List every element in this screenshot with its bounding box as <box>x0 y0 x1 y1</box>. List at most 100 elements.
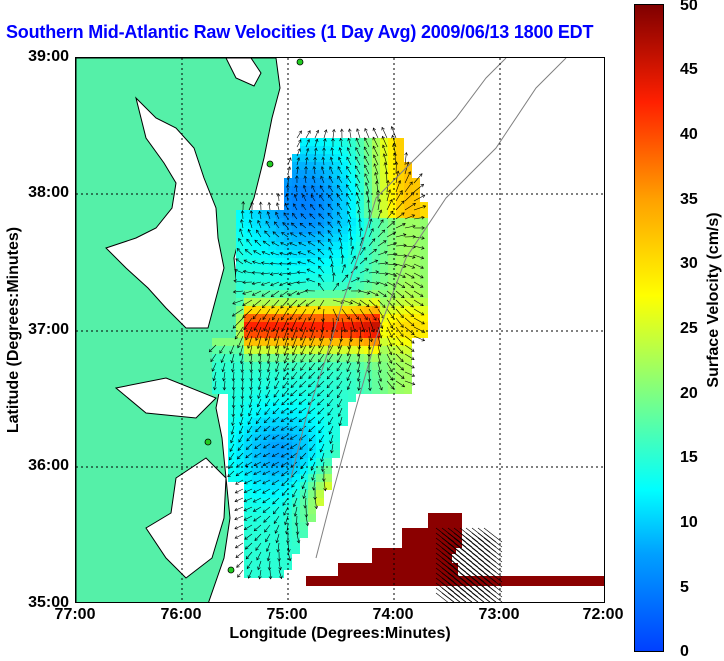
velocity-cell <box>316 498 324 506</box>
velocity-cell <box>252 306 260 314</box>
velocity-cell <box>332 290 340 298</box>
velocity-cell <box>268 234 276 242</box>
velocity-cell <box>236 274 244 282</box>
velocity-cell <box>332 410 340 418</box>
velocity-cell <box>316 242 324 250</box>
map-plot-area[interactable] <box>75 57 605 603</box>
velocity-cell <box>332 402 340 410</box>
map-title: Southern Mid-Atlantic Raw Velocities (1 … <box>6 22 593 43</box>
velocity-cell <box>332 378 340 386</box>
colorbar-tick-label: 20 <box>680 385 698 403</box>
velocity-cell <box>324 202 332 210</box>
velocity-cell <box>276 274 284 282</box>
velocity-cell <box>276 282 284 290</box>
velocity-cell <box>276 218 284 226</box>
velocity-cell <box>300 186 308 194</box>
velocity-cell <box>228 394 236 402</box>
velocity-cell <box>340 258 348 266</box>
velocity-cell <box>316 354 324 362</box>
velocity-cell <box>292 530 300 538</box>
velocity-cell <box>252 482 260 490</box>
velocity-cell <box>340 386 348 394</box>
velocity-cell <box>308 282 316 290</box>
velocity-cell <box>292 410 300 418</box>
velocity-cell <box>316 266 324 274</box>
velocity-cell <box>260 226 268 234</box>
velocity-cell <box>396 362 404 370</box>
velocity-arrow <box>436 593 454 603</box>
velocity-cell <box>276 490 284 498</box>
velocity-cell <box>388 234 396 242</box>
velocity-cell <box>300 234 308 242</box>
velocity-cell <box>228 442 236 450</box>
velocity-cell <box>388 314 396 322</box>
velocity-cell <box>332 178 340 186</box>
velocity-cell <box>276 402 284 410</box>
velocity-cell <box>268 410 276 418</box>
velocity-cell <box>380 378 388 386</box>
velocity-cell <box>316 218 324 226</box>
velocity-cell <box>300 450 308 458</box>
colorbar <box>634 4 664 652</box>
velocity-cell <box>380 218 388 226</box>
velocity-cell <box>300 386 308 394</box>
velocity-cell <box>332 258 340 266</box>
colorbar-tick-label: 40 <box>680 126 698 144</box>
velocity-cell <box>228 386 236 394</box>
velocity-cell <box>324 258 332 266</box>
velocity-cell <box>396 386 404 394</box>
velocity-cell <box>388 266 396 274</box>
velocity-cell <box>412 178 420 186</box>
velocity-cell <box>252 210 260 218</box>
velocity-cell <box>364 306 372 314</box>
velocity-cell <box>316 394 324 402</box>
velocity-cell <box>276 506 284 514</box>
velocity-cell <box>276 530 284 538</box>
velocity-cell <box>396 154 404 162</box>
velocity-cell <box>300 242 308 250</box>
velocity-cell <box>236 418 244 426</box>
velocity-cell <box>268 482 276 490</box>
velocity-cell <box>348 394 356 402</box>
velocity-cell <box>300 202 308 210</box>
velocity-cell <box>324 274 332 282</box>
x-tick-label: 75:00 <box>267 606 308 624</box>
velocity-cell <box>308 450 316 458</box>
velocity-cell <box>252 370 260 378</box>
colorbar-tick-label: 45 <box>680 61 698 79</box>
colorbar-tick-label: 5 <box>680 579 689 597</box>
velocity-cell <box>332 354 340 362</box>
velocity-cell <box>324 242 332 250</box>
velocity-cell <box>324 314 332 322</box>
velocity-cell <box>292 242 300 250</box>
velocity-cell <box>300 218 308 226</box>
velocity-cell <box>300 506 308 514</box>
velocity-cell <box>252 274 260 282</box>
velocity-cell <box>236 346 244 354</box>
velocity-cell <box>276 322 284 330</box>
velocity-cell <box>380 242 388 250</box>
velocity-cell <box>316 306 324 314</box>
velocity-cell <box>396 194 404 202</box>
velocity-cell <box>300 306 308 314</box>
velocity-cell <box>420 210 428 218</box>
velocity-cell <box>300 378 308 386</box>
velocity-cell <box>292 426 300 434</box>
velocity-cell <box>396 298 404 306</box>
x-tick-label: 72:00 <box>583 606 624 624</box>
velocity-cell <box>372 298 380 306</box>
velocity-cell <box>276 514 284 522</box>
velocity-cell <box>252 418 260 426</box>
velocity-cell <box>364 274 372 282</box>
velocity-cell <box>324 378 332 386</box>
velocity-cell <box>420 218 428 226</box>
velocity-cell <box>260 338 268 346</box>
velocity-cell <box>300 498 308 506</box>
velocity-cell <box>260 298 268 306</box>
velocity-cell <box>332 338 340 346</box>
velocity-cell <box>292 482 300 490</box>
velocity-cell <box>244 378 252 386</box>
velocity-cell <box>332 418 340 426</box>
velocity-cell <box>364 314 372 322</box>
velocity-cell <box>332 386 340 394</box>
